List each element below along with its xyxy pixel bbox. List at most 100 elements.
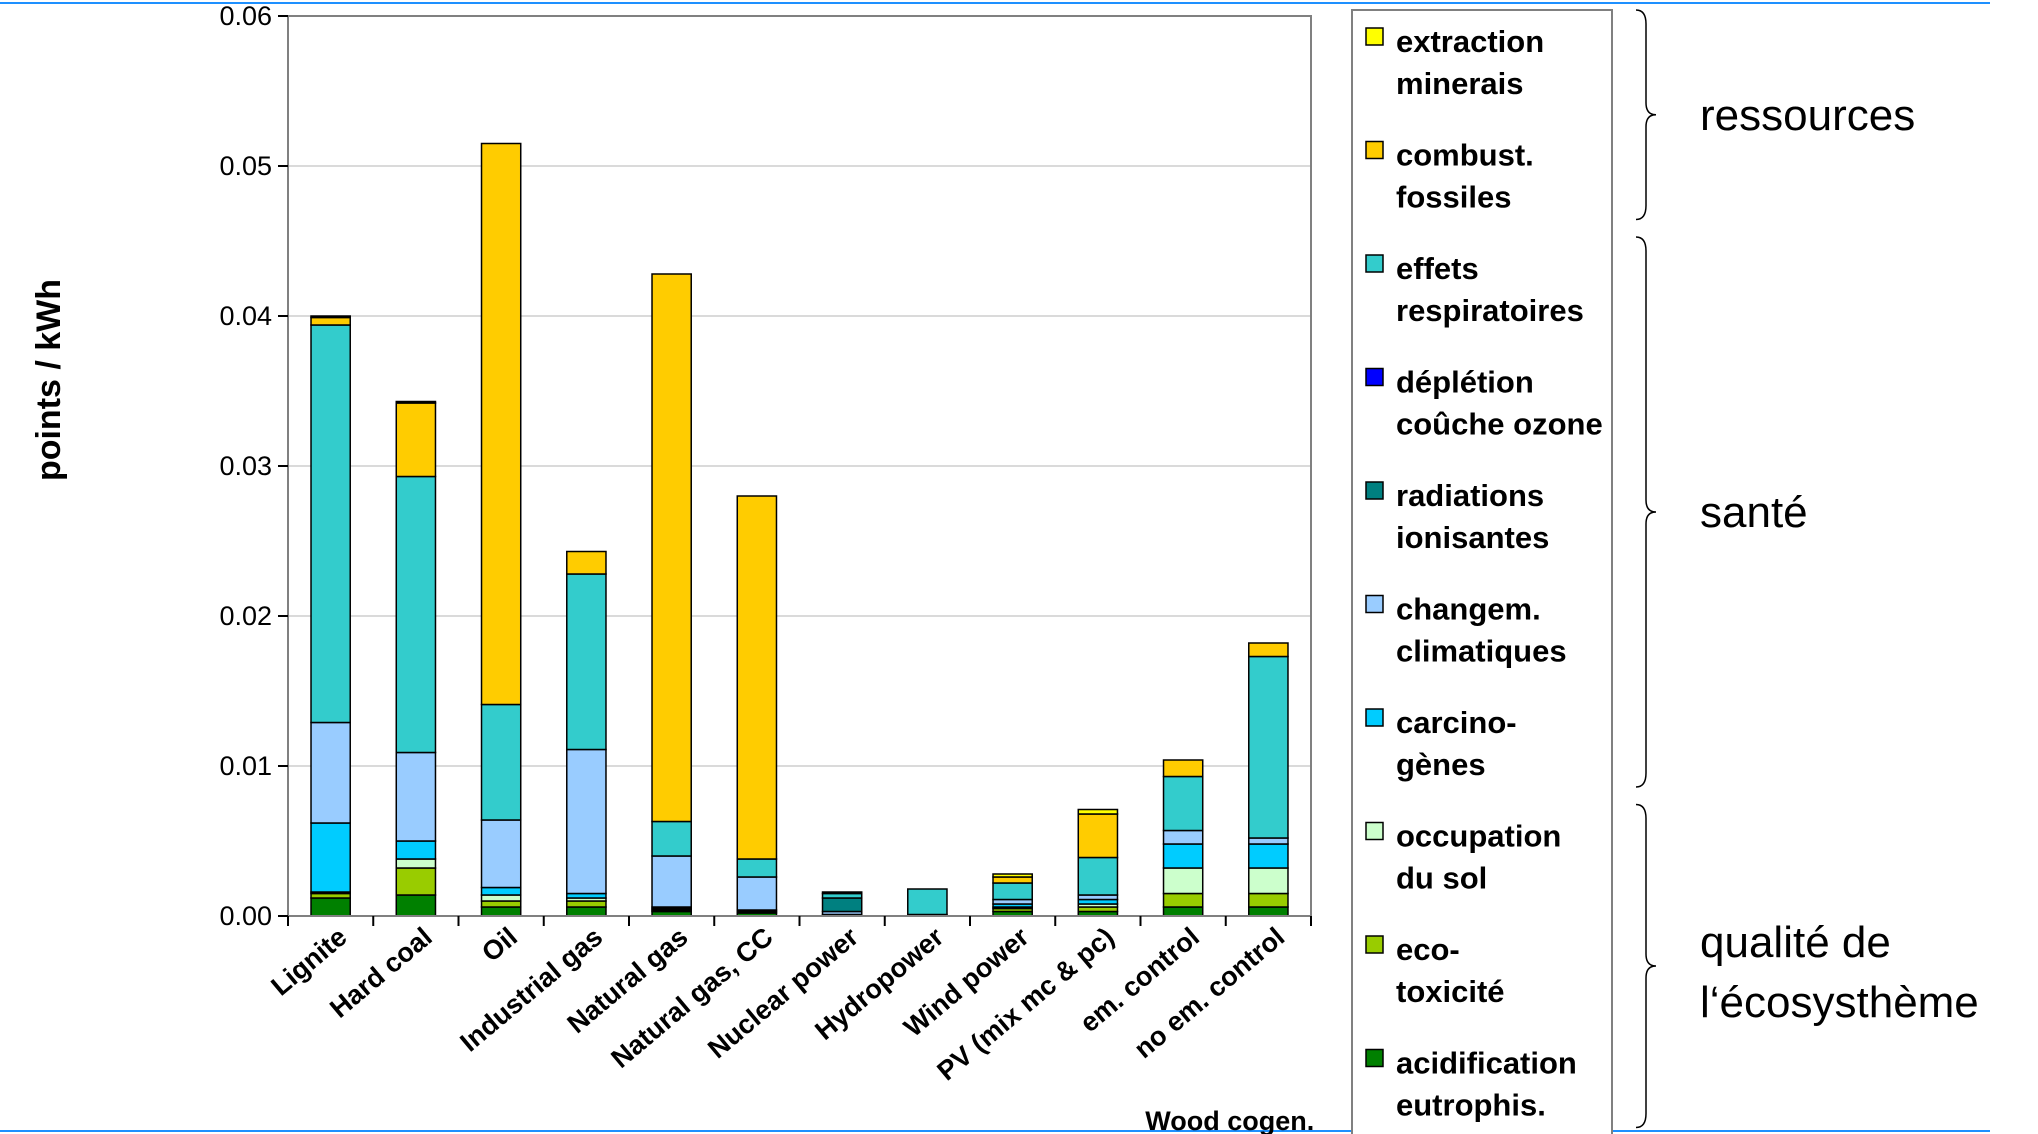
- legend-swatch: [1365, 708, 1384, 727]
- bar-segment: [1248, 867, 1289, 895]
- bar-segment: [310, 721, 351, 824]
- legend-label: radiations: [1396, 478, 1544, 513]
- y-tick-label: 0.01: [219, 751, 272, 781]
- legend-groups: ressources santé qualité de l‘écosysthème: [1635, 9, 1979, 1129]
- group-label: ressources: [1700, 91, 1915, 140]
- bar-segment: [395, 751, 437, 842]
- bar-segment: [1162, 867, 1204, 895]
- bar-segment: [310, 316, 351, 326]
- legend-label: déplétion: [1396, 365, 1534, 400]
- legend-label: respiratoires: [1396, 293, 1584, 328]
- bar-segment: [651, 820, 692, 857]
- legend-label: carcino-: [1396, 705, 1517, 740]
- legend-label: changem.: [1396, 592, 1541, 627]
- legend-label: acidification: [1396, 1046, 1577, 1081]
- bar-segment: [395, 894, 437, 917]
- y-axis-ticks: 0.00 0.01 0.02 0.03 0.04 0.05 0.06: [219, 1, 288, 931]
- bar-segment: [1077, 808, 1119, 815]
- bar-segment: [566, 748, 607, 895]
- y-axis-title: points / kWh: [30, 279, 68, 481]
- y-tick-label: 0.00: [219, 901, 272, 931]
- legend-swatch: [1365, 1048, 1384, 1068]
- legend-label: climatiques: [1396, 634, 1567, 669]
- bar-segment: [1248, 655, 1289, 839]
- x-group-label: Wood cogen.: [1145, 1106, 1314, 1134]
- bar-segment: [1077, 856, 1119, 896]
- group-label: qualité de: [1700, 918, 1891, 967]
- legend-label: toxicité: [1396, 974, 1505, 1009]
- bars: [310, 142, 1289, 917]
- legend-swatch: [1365, 140, 1384, 160]
- bar-segment: [395, 400, 437, 404]
- bar-segment: [480, 886, 522, 896]
- bar-segment: [395, 858, 437, 869]
- bar-segment: [736, 876, 778, 911]
- bar-segment: [992, 876, 1033, 884]
- bar-segment: [395, 475, 437, 754]
- legend: extraction minerais combust. fossiles effets…: [1365, 24, 1603, 1123]
- bar-segment: [566, 906, 607, 917]
- bar-segment: [1162, 906, 1204, 917]
- legend-label: extraction: [1396, 24, 1544, 59]
- bar-segment: [736, 495, 778, 860]
- bar-segment: [1077, 813, 1119, 859]
- bar-segment: [480, 142, 522, 706]
- bar-segment: [907, 888, 948, 916]
- legend-label: occupation: [1396, 819, 1561, 854]
- group-label: l‘écosysthème: [1700, 978, 1979, 1027]
- legend-swatch: [1365, 594, 1384, 614]
- bar-segment: [992, 873, 1033, 878]
- y-tick-label: 0.02: [219, 601, 272, 631]
- legend-label: minerais: [1396, 66, 1524, 101]
- legend-label: gènes: [1396, 747, 1486, 782]
- legend-swatch: [1365, 254, 1384, 273]
- bar-segment: [1162, 829, 1204, 845]
- bar-segment: [1248, 906, 1289, 917]
- bar-segment: [480, 819, 522, 889]
- legend-label: coûche ozone: [1396, 407, 1603, 442]
- legend-swatch: [1365, 821, 1384, 841]
- bar-segment: [395, 402, 437, 478]
- legend-box: [1351, 9, 1613, 1134]
- bar-segment: [310, 324, 351, 724]
- legend-swatch: [1365, 481, 1384, 500]
- bar-segment: [1162, 892, 1204, 908]
- bar-segment: [1248, 837, 1289, 845]
- group-brace: [1635, 9, 1657, 221]
- x-tick-label: no em. control: [1128, 922, 1290, 1065]
- bar-segment: [1162, 775, 1204, 832]
- bar-segment: [1248, 642, 1289, 658]
- x-tick-label: Industrial gas: [454, 922, 608, 1058]
- bar-segment: [480, 906, 522, 917]
- y-tick-label: 0.06: [219, 1, 272, 31]
- bar-segment: [480, 900, 522, 908]
- bar-segment: [1248, 843, 1289, 869]
- legend-swatch: [1365, 935, 1384, 954]
- bar-segment: [1162, 843, 1204, 869]
- group-brace: [1635, 803, 1657, 1129]
- bar-segment: [480, 703, 522, 821]
- legend-label: effets: [1396, 251, 1479, 286]
- bar-segment: [651, 855, 692, 908]
- bar-segment: [651, 273, 692, 823]
- bar-segment: [1162, 759, 1204, 778]
- legend-label: ionisantes: [1396, 520, 1549, 555]
- bar-segment: [395, 840, 437, 860]
- bar-segment: [310, 315, 351, 319]
- bar-segment: [395, 867, 437, 896]
- group-label: santé: [1700, 488, 1808, 537]
- legend-label: eutrophis.: [1396, 1088, 1546, 1123]
- legend-swatch: [1365, 27, 1384, 46]
- legend-label: eco-: [1396, 932, 1460, 967]
- x-tick-label: Nuclear power: [702, 921, 864, 1064]
- group-brace: [1635, 236, 1657, 788]
- legend-label: du sol: [1396, 861, 1487, 896]
- bar-segment: [1248, 892, 1289, 908]
- bar-segment: [821, 891, 863, 895]
- y-tick-label: 0.03: [219, 451, 272, 481]
- y-tick-label: 0.04: [219, 301, 272, 331]
- gridlines: [288, 15, 1311, 767]
- y-tick-label: 0.05: [219, 151, 272, 181]
- bar-segment: [566, 573, 607, 751]
